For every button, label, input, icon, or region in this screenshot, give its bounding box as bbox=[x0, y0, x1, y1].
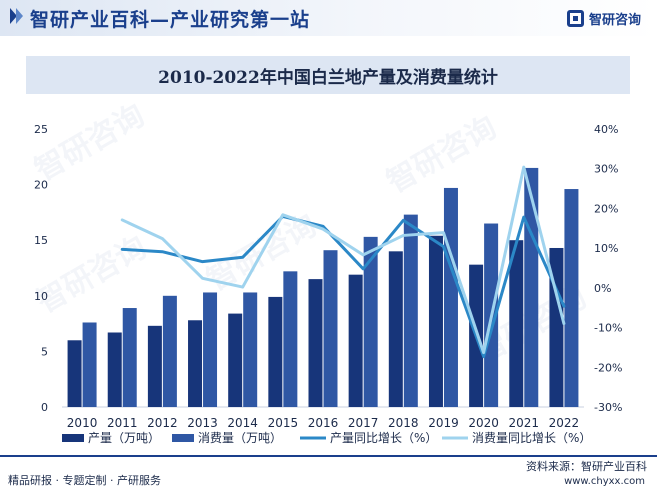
chevron-right-icon bbox=[10, 8, 24, 28]
consumption-bar bbox=[363, 236, 378, 407]
footer: 精品研报 · 专题定制 · 产研服务 资料来源：智研产业百科 www.chyxx… bbox=[0, 455, 657, 495]
x-tick-label: 2015 bbox=[268, 416, 299, 430]
header-background bbox=[0, 0, 657, 36]
consumption-bar bbox=[203, 292, 218, 407]
brand-name: 智研咨询 bbox=[588, 13, 641, 28]
chart-title: 2010-2022年中国白兰地产量及消费量统计 bbox=[158, 67, 498, 88]
y-right-tick-label: 30% bbox=[594, 163, 618, 176]
consumption-bar bbox=[443, 187, 458, 407]
x-tick-label: 2010 bbox=[67, 416, 98, 430]
x-tick-label: 2018 bbox=[388, 416, 419, 430]
production-bar bbox=[228, 313, 243, 407]
production-bar bbox=[388, 251, 403, 407]
legend-swatch bbox=[172, 434, 194, 442]
x-tick-label: 2019 bbox=[428, 416, 459, 430]
consumption-bar bbox=[524, 167, 539, 407]
consumption-bar bbox=[283, 271, 298, 407]
legend-swatch bbox=[62, 434, 84, 442]
footer-source: 资料来源：智研产业百科 bbox=[526, 460, 647, 473]
legend-label: 产量（万吨） bbox=[88, 431, 160, 445]
production-bar bbox=[147, 325, 162, 407]
consumption-bar bbox=[243, 292, 258, 407]
consumption-bar bbox=[82, 322, 97, 407]
footer-divider bbox=[0, 455, 657, 457]
brand[interactable]: 智研咨询 bbox=[566, 9, 641, 28]
production-bar bbox=[67, 340, 82, 407]
y-left-tick-label: 15 bbox=[34, 234, 48, 247]
production-bar bbox=[549, 247, 564, 407]
production-bar bbox=[428, 235, 443, 407]
y-left-tick-label: 5 bbox=[41, 345, 48, 358]
y-right-tick-label: 20% bbox=[594, 202, 618, 215]
y-left-tick-label: 25 bbox=[34, 123, 48, 136]
x-tick-label: 2012 bbox=[147, 416, 178, 430]
y-left-tick-label: 0 bbox=[41, 401, 48, 414]
consumption-bar bbox=[122, 308, 137, 407]
x-tick-label: 2013 bbox=[187, 416, 218, 430]
legend-label: 消费量同比增长（%） bbox=[472, 431, 591, 445]
x-tick-label: 2022 bbox=[549, 416, 580, 430]
y-left-tick-label: 20 bbox=[34, 179, 48, 192]
y-right-tick-label: 0% bbox=[594, 282, 611, 295]
consumption-bar bbox=[403, 214, 418, 407]
y-left-tick-label: 10 bbox=[34, 290, 48, 303]
production-bar bbox=[188, 320, 203, 407]
legend-label: 产量同比增长（%） bbox=[330, 431, 437, 445]
production-bar bbox=[348, 274, 363, 407]
x-tick-label: 2020 bbox=[468, 416, 499, 430]
production-bar bbox=[107, 332, 122, 407]
footer-website[interactable]: www.chyxx.com bbox=[564, 476, 645, 487]
x-tick-label: 2017 bbox=[348, 416, 379, 430]
x-tick-label: 2021 bbox=[508, 416, 539, 430]
y-right-tick-label: -20% bbox=[594, 361, 622, 374]
y-right-tick-label: -30% bbox=[594, 401, 622, 414]
site-title: 智研产业百科—产业研究第一站 bbox=[30, 9, 311, 31]
footer-services: 精品研报 · 专题定制 · 产研服务 bbox=[8, 474, 161, 487]
header-banner: 智研产业百科—产业研究第一站 智研咨询 bbox=[0, 0, 657, 36]
production-bar bbox=[509, 240, 524, 407]
consumption-growth-line bbox=[120, 165, 566, 355]
y-right-tick-label: 40% bbox=[594, 123, 618, 136]
chart-title-band: 2010-2022年中国白兰地产量及消费量统计 bbox=[26, 56, 630, 94]
x-tick-label: 2014 bbox=[227, 416, 258, 430]
y-right-tick-label: -10% bbox=[594, 322, 622, 335]
consumption-bar bbox=[564, 189, 579, 407]
production-bar bbox=[308, 279, 323, 407]
brand-logo-icon bbox=[566, 10, 584, 27]
x-tick-label: 2016 bbox=[308, 416, 339, 430]
production-growth-line bbox=[120, 214, 566, 359]
production-bar bbox=[268, 296, 283, 407]
legend-label: 消费量（万吨） bbox=[198, 431, 282, 445]
consumption-bar bbox=[323, 250, 338, 407]
consumption-bar bbox=[162, 295, 177, 407]
y-right-tick-label: 10% bbox=[594, 242, 618, 255]
x-tick-label: 2011 bbox=[107, 416, 138, 430]
